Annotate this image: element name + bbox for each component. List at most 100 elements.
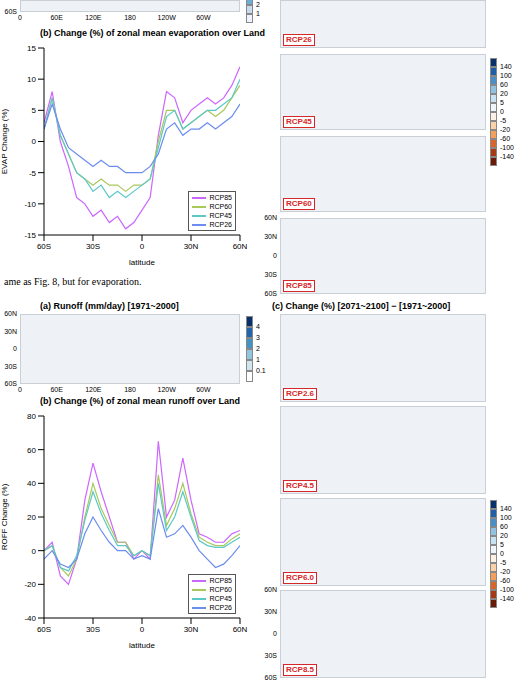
html-text:-60: -60 bbox=[500, 577, 511, 584]
html-text:30S: 30S bbox=[4, 362, 17, 370]
svg-text:0: 0 bbox=[140, 242, 145, 251]
html-text:RCP2.6: RCP2.6 bbox=[286, 389, 314, 398]
svg-text:ROFF Change (%): ROFF Change (%) bbox=[0, 483, 9, 550]
svg-text:30S: 30S bbox=[86, 625, 100, 634]
html-text:(b) Change (%) of zonal mean r: (b) Change (%) of zonal mean runoff over… bbox=[40, 396, 240, 406]
html-text:140: 140 bbox=[500, 63, 512, 70]
svg-text:80: 80 bbox=[27, 412, 36, 421]
html-text:60: 60 bbox=[500, 81, 508, 88]
html-text:0: 0 bbox=[18, 14, 22, 21]
html-text:100: 100 bbox=[500, 72, 512, 79]
svg-text:60S: 60S bbox=[37, 242, 51, 251]
html-text:-5: -5 bbox=[500, 559, 507, 566]
html-text:60N: 60N bbox=[264, 214, 277, 221]
html-text:180: 180 bbox=[124, 386, 136, 393]
svg-text:40: 40 bbox=[27, 479, 36, 488]
svg-text:0: 0 bbox=[140, 625, 145, 634]
html-text:60N: 60N bbox=[4, 310, 17, 317]
svg-text:60S: 60S bbox=[37, 625, 51, 634]
html-text:-20: -20 bbox=[500, 126, 511, 133]
html-text:RCP85: RCP85 bbox=[209, 577, 232, 584]
html-text:120E: 120E bbox=[85, 386, 102, 393]
html-text:-100: -100 bbox=[500, 586, 514, 593]
html-text:RCP45: RCP45 bbox=[209, 212, 232, 219]
html-text:(b) Change (%) of zonal mean e: (b) Change (%) of zonal mean evaporation… bbox=[40, 28, 265, 38]
html-text:180: 180 bbox=[124, 14, 136, 21]
svg-text:0: 0 bbox=[32, 137, 37, 146]
html-text:100: 100 bbox=[500, 514, 512, 521]
html-text:-140: -140 bbox=[500, 595, 514, 602]
svg-text:-10: -10 bbox=[24, 200, 36, 209]
html-text:0: 0 bbox=[13, 345, 17, 352]
html-text:120W: 120W bbox=[157, 14, 176, 21]
html-text:(a) Runoff (mm/day) [1971~2000: (a) Runoff (mm/day) [1971~2000] bbox=[40, 301, 179, 311]
html-text:120W: 120W bbox=[157, 386, 176, 393]
html-text:60S: 60S bbox=[4, 8, 17, 15]
html-text:20: 20 bbox=[500, 90, 508, 97]
svg-text:-20: -20 bbox=[24, 580, 36, 589]
html-text:RCP45: RCP45 bbox=[209, 595, 232, 602]
html-text:RCP26: RCP26 bbox=[209, 604, 232, 611]
html-text:140: 140 bbox=[500, 505, 512, 512]
html-text:5: 5 bbox=[500, 99, 504, 106]
html-text:-60: -60 bbox=[500, 135, 511, 142]
html-text:60W: 60W bbox=[196, 14, 211, 21]
html-text:-20: -20 bbox=[500, 568, 511, 575]
svg-text:15: 15 bbox=[27, 44, 36, 53]
html-text:20: 20 bbox=[500, 532, 508, 539]
html-text:RCP60: RCP60 bbox=[286, 199, 312, 208]
svg-text:10: 10 bbox=[27, 75, 36, 84]
html-text:30N: 30N bbox=[264, 233, 277, 240]
html-text:0: 0 bbox=[500, 108, 504, 115]
svg-text:20: 20 bbox=[27, 513, 36, 522]
html-text:60S: 60S bbox=[4, 380, 17, 387]
html-text:30N: 30N bbox=[264, 608, 277, 615]
html-text:RCP60: RCP60 bbox=[209, 203, 232, 210]
html-text:RCP60: RCP60 bbox=[209, 586, 232, 593]
svg-text:30N: 30N bbox=[184, 625, 199, 634]
svg-text:30S: 30S bbox=[86, 242, 100, 251]
html-text:30S: 30S bbox=[264, 652, 277, 659]
html-text:0.1: 0.1 bbox=[256, 367, 266, 374]
html-text:-140: -140 bbox=[500, 153, 514, 160]
html-text:RCP26: RCP26 bbox=[209, 221, 232, 228]
html-text:RCP45: RCP45 bbox=[286, 117, 312, 126]
html-text:RCP8.5: RCP8.5 bbox=[286, 665, 314, 674]
html-text:60S: 60S bbox=[264, 674, 277, 681]
svg-text:60N: 60N bbox=[233, 242, 248, 251]
html-text:60N: 60N bbox=[264, 586, 277, 593]
html-text:-100: -100 bbox=[500, 144, 514, 151]
html-text:RCP85: RCP85 bbox=[286, 281, 312, 290]
svg-text:60N: 60N bbox=[233, 625, 248, 634]
html-text:30N: 30N bbox=[4, 327, 17, 335]
html-text:0: 0 bbox=[273, 252, 277, 259]
html-text:0: 0 bbox=[18, 386, 22, 393]
html-text:ame as Fig. 8, but for evapora: ame as Fig. 8, but for evaporation. bbox=[4, 276, 142, 287]
svg-text:-15: -15 bbox=[24, 231, 36, 240]
svg-text:latitude: latitude bbox=[129, 641, 155, 650]
html-text:60E: 60E bbox=[50, 14, 63, 21]
svg-text:-5: -5 bbox=[29, 169, 37, 178]
svg-text:latitude: latitude bbox=[129, 258, 155, 267]
svg-text:60: 60 bbox=[27, 446, 36, 455]
html-text:30S: 30S bbox=[264, 271, 277, 278]
svg-text:30N: 30N bbox=[184, 242, 199, 251]
html-text:RCP85: RCP85 bbox=[209, 194, 232, 201]
html-text:120E: 120E bbox=[85, 14, 102, 21]
html-text:RCP4.5: RCP4.5 bbox=[286, 481, 314, 490]
svg-text:EVAP Change (%): EVAP Change (%) bbox=[0, 108, 9, 174]
html-text:RCP26: RCP26 bbox=[286, 35, 312, 44]
html-text:60S: 60S bbox=[264, 290, 277, 297]
html-text:60: 60 bbox=[500, 523, 508, 530]
html-text:1: 1 bbox=[256, 10, 260, 17]
svg-text:0: 0 bbox=[32, 547, 37, 556]
html-text:60W: 60W bbox=[196, 386, 211, 393]
svg-text:5: 5 bbox=[32, 106, 37, 115]
html-text:2: 2 bbox=[256, 1, 260, 8]
html-text:4: 4 bbox=[256, 323, 260, 330]
html-text:60E: 60E bbox=[50, 386, 63, 393]
html-text:RCP6.0: RCP6.0 bbox=[286, 573, 314, 582]
svg-text:-40: -40 bbox=[24, 614, 36, 623]
html-text:-5: -5 bbox=[500, 117, 507, 124]
html-text:(c) Change (%) [2071~2100] − [: (c) Change (%) [2071~2100] − [1971~2000] bbox=[272, 301, 451, 311]
